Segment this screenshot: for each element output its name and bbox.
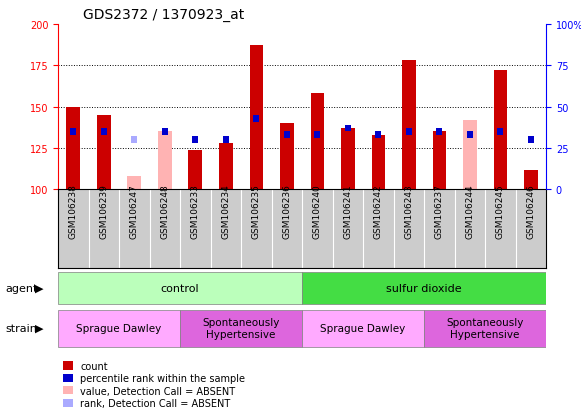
Text: GDS2372 / 1370923_at: GDS2372 / 1370923_at: [83, 8, 244, 22]
Bar: [375, 132, 381, 139]
Bar: [219, 144, 233, 190]
Text: Spontaneously
Hypertensive: Spontaneously Hypertensive: [446, 318, 524, 339]
Bar: [249, 46, 263, 190]
Bar: [284, 132, 290, 139]
FancyBboxPatch shape: [180, 310, 302, 347]
Text: Sprague Dawley: Sprague Dawley: [77, 323, 162, 333]
Bar: [158, 132, 172, 190]
Bar: [101, 129, 107, 135]
Bar: [432, 132, 446, 190]
FancyBboxPatch shape: [424, 310, 546, 347]
Bar: [463, 121, 477, 190]
Bar: [310, 94, 324, 190]
Text: Sprague Dawley: Sprague Dawley: [321, 323, 406, 333]
Bar: [162, 129, 168, 135]
Bar: [406, 129, 412, 135]
Bar: [131, 137, 137, 144]
Legend: count, percentile rank within the sample, value, Detection Call = ABSENT, rank, : count, percentile rank within the sample…: [63, 361, 245, 408]
Text: sulfur dioxide: sulfur dioxide: [386, 283, 462, 293]
Bar: [188, 150, 202, 190]
Bar: [467, 132, 473, 139]
Bar: [493, 71, 507, 190]
FancyBboxPatch shape: [302, 272, 546, 304]
Bar: [528, 137, 534, 144]
Bar: [497, 129, 503, 135]
Text: ▶: ▶: [35, 283, 44, 293]
Bar: [345, 126, 351, 132]
Bar: [314, 132, 321, 139]
Text: agent: agent: [6, 283, 38, 293]
Bar: [66, 107, 80, 190]
Text: ▶: ▶: [35, 323, 44, 333]
Bar: [223, 137, 229, 144]
Bar: [371, 135, 385, 190]
FancyBboxPatch shape: [58, 272, 302, 304]
Bar: [127, 177, 141, 190]
Bar: [97, 116, 111, 190]
Text: Spontaneously
Hypertensive: Spontaneously Hypertensive: [202, 318, 280, 339]
Bar: [436, 129, 442, 135]
Text: control: control: [161, 283, 199, 293]
FancyBboxPatch shape: [302, 310, 424, 347]
Bar: [192, 137, 198, 144]
FancyBboxPatch shape: [58, 310, 180, 347]
Bar: [524, 170, 538, 190]
Text: strain: strain: [6, 323, 38, 333]
Bar: [253, 116, 259, 122]
Bar: [280, 124, 294, 190]
Bar: [70, 129, 76, 135]
Bar: [402, 61, 416, 190]
Bar: [341, 129, 355, 190]
